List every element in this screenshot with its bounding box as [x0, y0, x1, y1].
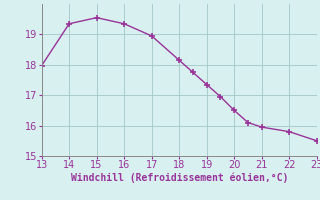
X-axis label: Windchill (Refroidissement éolien,°C): Windchill (Refroidissement éolien,°C): [70, 173, 288, 183]
